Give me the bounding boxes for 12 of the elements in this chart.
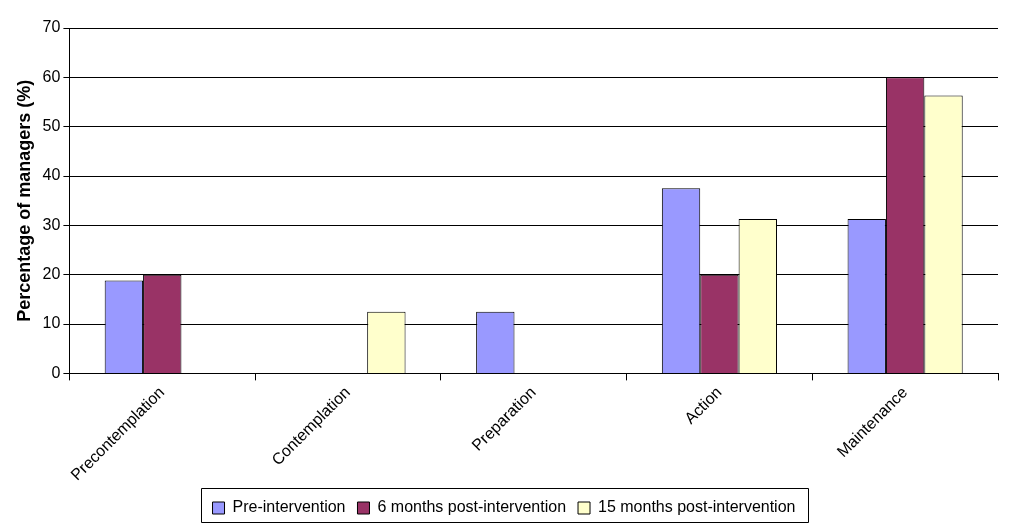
y-tick-label: 70 — [42, 18, 61, 36]
y-tick-label: 50 — [42, 117, 61, 135]
legend-label: 15 months post-intervention — [598, 498, 796, 516]
y-tick-label: 40 — [42, 166, 61, 184]
legend-label: Pre-intervention — [232, 498, 346, 516]
y-axis-title: Percentage of managers (%) — [13, 79, 34, 322]
y-tick-label: 10 — [42, 314, 61, 332]
y-tick-label: 30 — [42, 215, 61, 233]
y-tick-label: 20 — [42, 265, 61, 283]
legend-label: 6 months post-intervention — [377, 498, 567, 516]
y-tick-label: 60 — [42, 67, 61, 85]
y-tick-label: 0 — [51, 363, 61, 381]
